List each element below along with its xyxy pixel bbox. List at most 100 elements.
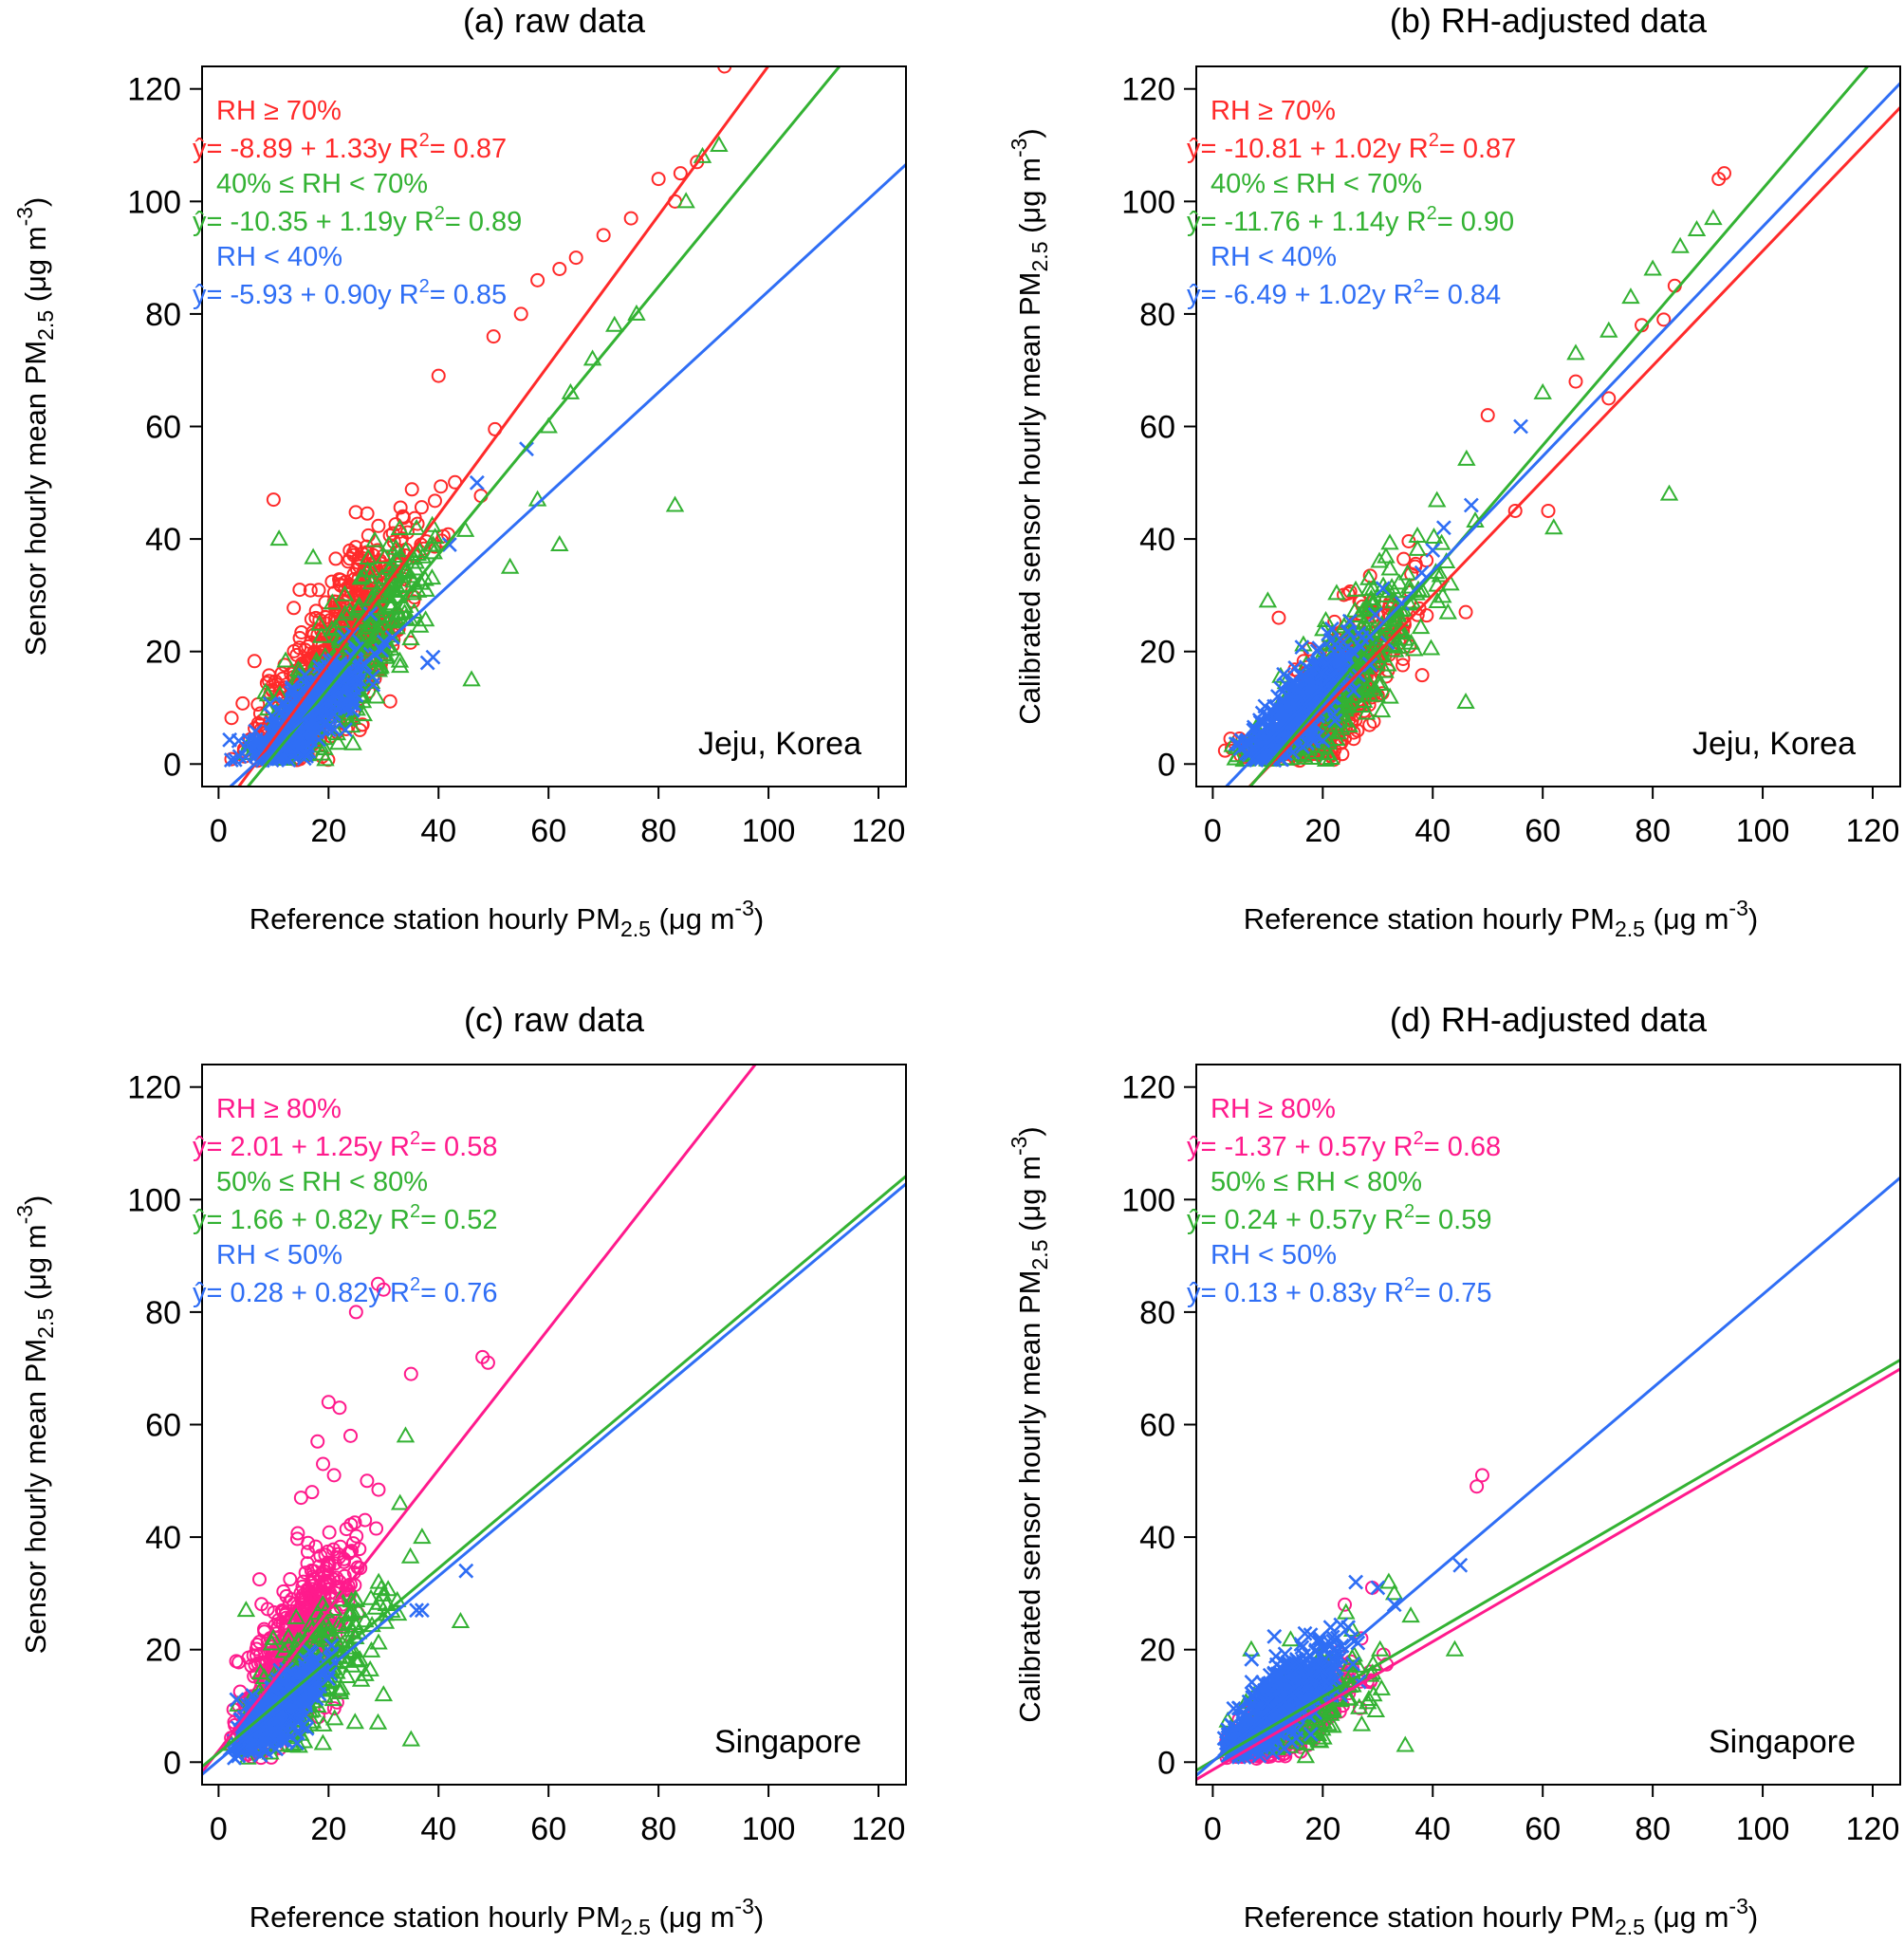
x-tick-label: 0 [1204,813,1222,849]
circle-point [1338,1597,1353,1612]
circle-point [231,1655,247,1670]
x-tick-label: 60 [1525,813,1561,849]
circle-point [316,1456,331,1472]
triangle-point [298,1626,317,1643]
triangle-point [375,547,394,565]
legend-equation: ŷ= -10.81 + 1.02y R2= 0.87 [1187,130,1516,164]
x-axis-label: Reference station hourly PM2.5 (μg m-3) [250,1894,764,1939]
circle-point [342,543,358,558]
triangle-point [605,315,624,332]
triangle-point [342,1602,362,1619]
x-point [1327,713,1343,729]
legend-label: RH ≥ 80% [216,1094,342,1124]
y-tick-label: 60 [145,1408,181,1444]
x-point [1331,656,1347,672]
x-point [297,1658,313,1674]
triangle-point [1372,701,1392,718]
y-axis-label: Sensor hourly mean PM2.5 (μg m-3) [12,197,58,657]
y-tick-label: 120 [127,72,181,108]
circle-point [290,1526,305,1541]
x-point [231,1748,247,1764]
x-point [1314,665,1329,681]
x-tick-label: 100 [742,813,796,849]
y-tick-label: 60 [1139,410,1175,446]
circle-point [568,250,583,266]
triangle-point [1380,533,1399,550]
x-point [279,1661,295,1677]
x-point [1284,687,1300,702]
legend-label: RH ≥ 70% [1211,96,1336,126]
circle-point [1474,1468,1489,1483]
series-2-fit-line [1224,82,1900,787]
triangle-point [250,1662,270,1679]
triangle-point [1357,703,1377,720]
x-tick-label: 80 [1635,813,1671,849]
triangle-point [351,1670,371,1687]
y-tick-label: 80 [145,297,181,333]
x-tick-label: 80 [640,813,676,849]
circle-point [283,1572,298,1587]
triangle-point [337,710,356,727]
triangle-point [346,1589,365,1606]
triangle-point [401,629,420,646]
y-tick-label: 40 [145,1520,181,1556]
x-point [293,1679,309,1695]
x-tick-label: 120 [852,1811,906,1847]
y-tick-label: 80 [1139,297,1175,333]
triangle-point [384,566,403,584]
triangle-point [396,1426,416,1443]
triangle-point [369,1572,388,1589]
legend-equation: ŷ= 1.66 + 0.82y R2= 0.52 [193,1201,498,1235]
circle-point [1541,503,1556,518]
triangle-point [276,651,295,668]
triangle-point [349,600,368,617]
x-point [231,732,247,749]
triangle-point [1294,746,1314,763]
circle-point [1458,604,1473,620]
x-point [343,649,360,665]
triangle-point [422,515,442,532]
triangle-point [1346,580,1365,597]
triangle-point [550,535,569,552]
y-tick-label: 0 [163,1745,181,1781]
circle-point [651,172,666,187]
triangle-point [386,538,406,555]
x-point [1323,688,1340,704]
circle-point [268,674,283,689]
triangle-point [262,1634,282,1651]
triangle-point [416,610,435,627]
y-tick-label: 40 [1139,522,1175,558]
triangle-point [1643,259,1662,276]
x-point [1315,732,1331,749]
triangle-point [386,581,405,598]
circle-point [266,492,281,508]
circle-point [298,1590,313,1605]
triangle-point [264,1628,283,1645]
triangle-point [1389,637,1408,654]
circle-point [434,479,449,494]
circle-point [360,1473,375,1489]
series-1-fit-line [202,1175,906,1769]
x-tick-label: 0 [210,813,228,849]
x-tick-label: 0 [210,1811,228,1847]
legend-equation: ŷ= -11.76 + 1.14y R2= 0.90 [1187,203,1514,237]
triangle-point [1312,722,1332,739]
legend-equation: ŷ= -10.35 + 1.19y R2= 0.89 [193,203,522,237]
circle-point [276,1584,291,1599]
series-0-fit-line [202,1065,758,1773]
x-point [1367,606,1383,622]
triangle-point [1371,674,1391,691]
x-point [227,1750,242,1766]
circle-point [330,1547,345,1562]
triangle-point [391,657,410,674]
triangle-point [323,620,342,637]
circle-point [1334,735,1349,750]
circle-point [321,1555,336,1570]
x-point [319,714,334,731]
triangle-point [455,520,475,537]
circle-point [371,1482,386,1497]
